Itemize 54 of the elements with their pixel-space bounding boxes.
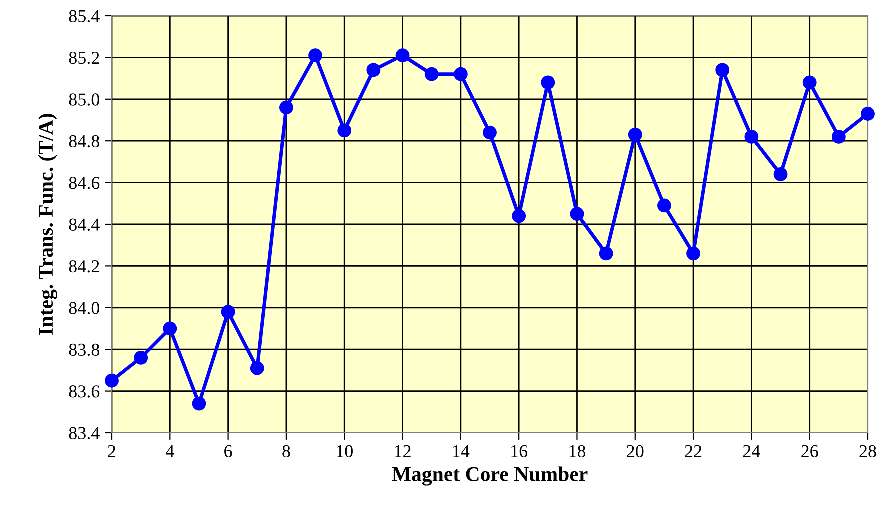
point [308,48,322,63]
y-tick-label: 84.6 [69,177,100,190]
x-tick-label: 22 [685,445,702,458]
y-tick-label: 84.0 [69,302,100,314]
point [221,305,236,320]
point [454,67,468,82]
point [628,128,642,142]
point [570,207,584,222]
point [250,361,264,376]
point [541,76,556,90]
y-tick-label: 85.0 [69,94,100,106]
y-tick-label: 85.2 [69,52,100,64]
point [658,198,672,213]
point [483,126,497,140]
point [832,130,846,144]
point [861,107,875,121]
point [744,130,759,144]
x-tick-label: 20 [627,445,644,458]
y-tick-label: 84.4 [69,218,100,232]
point [802,76,817,90]
y-tick-label: 84.2 [69,260,100,273]
x-tick-label: 16 [512,445,528,458]
x-tick-label: 6 [224,445,232,458]
x-tick-label: 2 [108,445,116,458]
point [396,48,410,63]
point [134,350,148,365]
x-tick-label: 8 [282,445,290,458]
y-axis-title: Integ. Trans. Func. (T/A) [38,114,58,336]
point [512,209,526,224]
point [686,246,700,261]
x-tick-label: 12 [395,445,411,458]
point [280,100,294,115]
y-tick-label: 83.6 [69,386,100,398]
point [366,63,381,78]
point [774,168,788,182]
point [716,63,730,78]
x-tick-label: 14 [453,445,470,458]
point [599,246,614,261]
point [105,374,119,388]
x-tick-label: 18 [570,445,586,458]
point [338,124,352,138]
point [163,322,178,336]
x-tick-label: 4 [166,445,174,458]
x-axis-title: Magnet Core Number [392,466,588,486]
x-tick-label: 26 [802,445,818,458]
y-tick-label: 84.8 [69,135,100,148]
y-tick-label: 83.8 [69,344,100,356]
x-tick-label: 24 [743,445,760,458]
x-tick-label: 10 [337,445,353,458]
y-tick-label: 83.4 [69,427,100,440]
x-tick-label: 28 [860,445,876,458]
point [192,396,206,411]
point [424,67,439,82]
y-tick-label: 85.4 [69,10,100,23]
